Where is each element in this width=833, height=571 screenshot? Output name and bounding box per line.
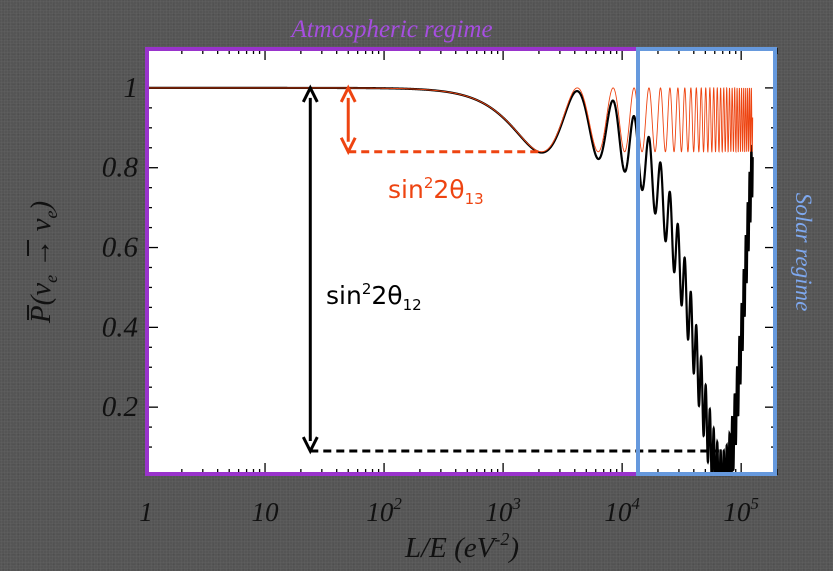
y-tick-label: 1 [124,72,139,104]
y-tick-label: 0.8 [102,152,139,184]
x-tick-label-exp: 3 [511,494,521,513]
plot-area [146,48,777,475]
x-tick-label: 103 [485,494,521,527]
atmospheric-regime-label: Atmospheric regime [289,16,492,43]
x-tick-label-base: 10 [723,497,751,527]
x-tick-label-exp: 4 [631,494,640,513]
theta13-arrow-head-bottom [339,137,357,156]
x-tick-label: 1 [139,497,153,527]
svg-text:P(νe → νe): P(νe → νe) [25,201,61,324]
y-tick-label: 0.6 [102,232,139,264]
x-tick-label-exp: 2 [393,494,402,513]
theta12-arrow-head-bottom [301,436,319,455]
x-tick-label: 102 [366,494,402,527]
x-tick-label-base: 10 [604,497,632,527]
x-tick-label-base: 10 [366,497,394,527]
theta12-arrow-head-top [301,84,319,103]
theta13-arrow-head-top [339,84,357,103]
x-tick-label-base: 10 [252,497,280,527]
theta13-label: sin22θ13 [388,174,484,208]
series-red-curve [146,86,754,154]
x-tick-label-base: 10 [485,497,513,527]
y-tick-label: 0.4 [102,311,138,343]
theta12-label: sin22θ12 [326,280,422,314]
y-axis-label: P(νe → νe) [25,201,61,324]
x-tick-label: 105 [723,494,759,527]
x-tick-label: 10 [252,497,280,527]
solar-regime-label: Solar regime [791,193,816,312]
x-tick-label-base: 1 [139,497,153,527]
y-tick-label: 0.2 [102,391,138,423]
x-axis-label: L/E (eV-2) [404,529,519,564]
solar-regime-box [636,47,777,476]
x-tick-label-exp: 5 [750,494,759,513]
x-tick-label: 104 [604,494,640,527]
